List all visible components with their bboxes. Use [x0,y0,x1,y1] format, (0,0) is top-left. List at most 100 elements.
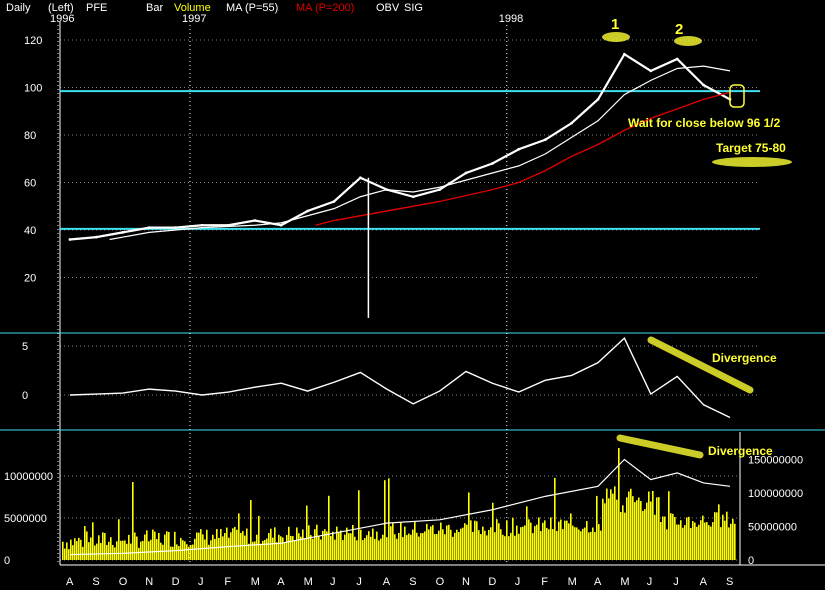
volume-bar [732,518,734,560]
volume-bar [564,520,566,560]
volume-bar [656,497,658,560]
volume-bar [200,529,202,560]
volume-bar [638,497,640,560]
volume-bar [124,540,126,560]
volume-bar [340,530,342,560]
year-label: 1997 [182,13,206,25]
osc-divergence-label: Divergence [712,351,777,365]
volume-bar [300,536,302,560]
volume-bar [280,536,282,560]
volume-bar [494,532,496,560]
volume-bar [482,526,484,560]
volume-bar [308,525,310,560]
volume-bar [166,531,168,560]
volume-bar [530,522,532,560]
volume-bar [146,530,148,560]
price-tick-label: 60 [24,178,36,190]
volume-bar [98,535,100,560]
volume-bar [220,529,222,560]
volume-bar [112,545,114,560]
header-bar: Bar [146,2,164,14]
volume-bar [472,531,474,560]
volume-bar [688,516,690,560]
volume-bar [64,548,66,560]
volume-bar [500,529,502,560]
volume-bar [402,537,404,560]
month-label: S [726,576,733,588]
volume-bar [278,534,280,560]
year-label: 1996 [50,13,74,25]
volume-bar [318,535,320,560]
price-point [543,138,547,142]
volume-bar [116,541,118,560]
volume-bar [130,543,132,560]
volume-bar [726,511,728,560]
volume-bar [364,538,366,560]
price-point [596,97,600,101]
month-label: D [172,576,180,588]
price-point [623,52,626,56]
volume-bar [628,491,630,560]
volume-bar [400,522,402,560]
volume-bar [312,538,314,560]
volume-bar [386,537,388,560]
volume-bar [228,537,230,560]
volume-bar [110,537,112,560]
volume-bar [700,520,702,560]
volume-bar [284,542,286,560]
volume-bar [298,533,300,560]
volume-bar [390,526,392,560]
volume-bar [448,524,450,560]
volume-bar [602,498,604,560]
volume-bar [488,529,490,560]
volume-bar [476,521,478,560]
obv-line [69,458,731,556]
volume-bar [88,542,90,560]
header-obv: OBV [376,2,400,14]
volume-bar [572,525,574,560]
price-point [68,238,72,241]
header-volume: Volume [174,2,211,14]
header-left: (Left) [48,2,74,14]
volume-bar [692,521,694,560]
volume-tick-label-right: 100000000 [748,488,803,500]
volume-bar [682,527,684,560]
volume-bar [238,513,240,560]
price-point [464,171,468,175]
volume-bar [410,534,412,560]
volume-bar [468,492,470,560]
volume-bar [268,533,270,560]
volume-bar [464,523,466,560]
price-tick-label: 120 [24,35,42,47]
volume-bar [222,536,224,560]
price-point [95,235,98,239]
volume-bar [532,533,534,560]
peak1-label: 1 [611,16,619,33]
volume-bar [128,534,130,560]
month-label: O [436,576,445,588]
volume-bar [498,523,500,560]
volume-bar [288,526,290,560]
volume-bar [662,516,664,560]
volume-bar [294,540,296,560]
volume-bar [74,538,76,560]
volume-bar [436,533,438,560]
volume-bar [698,524,700,560]
volume-bar [150,539,152,560]
volume-bar [376,531,378,560]
price-point [147,226,151,230]
volume-bar [634,502,636,560]
month-label: A [700,576,708,588]
volume-bar [404,526,406,560]
volume-bar [712,522,714,560]
volume-bar [452,536,454,560]
volume-bar [384,480,386,560]
volume-bar [392,523,394,560]
volume-bar [566,520,568,560]
wait-label: Wait for close below 96 1/2 [628,116,781,130]
volume-bar [428,529,430,560]
volume-bar [344,534,346,560]
price-point [332,200,336,203]
volume-bar [486,535,488,560]
